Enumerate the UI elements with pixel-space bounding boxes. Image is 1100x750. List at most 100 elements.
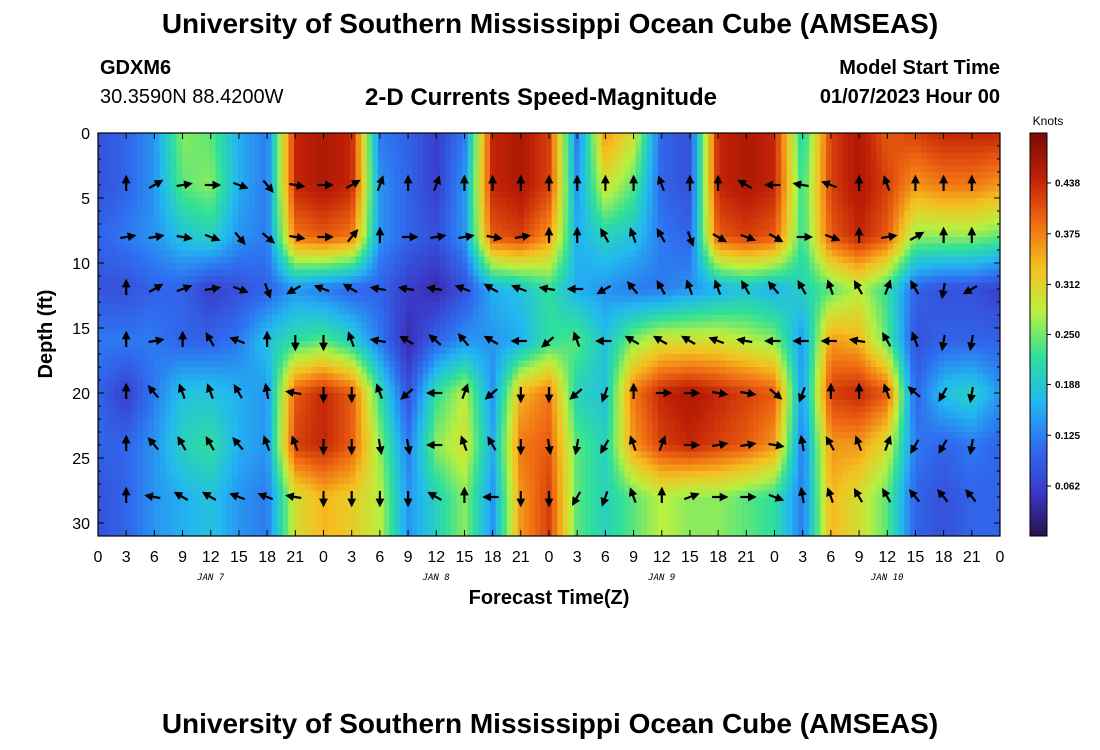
heatmap-cell — [103, 237, 110, 245]
heatmap-cell — [557, 308, 564, 316]
heatmap-cell — [971, 224, 978, 232]
heatmap-cell — [355, 328, 362, 336]
heatmap-cell — [938, 185, 945, 193]
heatmap-cell — [501, 185, 508, 193]
heatmap-cell — [400, 302, 407, 310]
heatmap-cell — [669, 224, 676, 232]
heatmap-cell — [215, 269, 222, 277]
heatmap-cell — [271, 159, 278, 167]
heatmap-cell — [506, 276, 513, 284]
heatmap-cell — [568, 269, 575, 277]
heatmap-cell — [658, 295, 665, 303]
heatmap-cell — [534, 243, 541, 251]
heatmap-cell — [523, 146, 530, 154]
heatmap-cell — [758, 269, 765, 277]
heatmap-cell — [120, 269, 127, 277]
heatmap-cell — [764, 269, 771, 277]
heatmap-cell — [501, 204, 508, 212]
heatmap-cell — [344, 289, 351, 297]
heatmap-cell — [596, 315, 603, 323]
heatmap-cell — [400, 308, 407, 316]
heatmap-cell — [137, 328, 144, 336]
heatmap-cell — [966, 217, 973, 225]
heatmap-cell — [501, 315, 508, 323]
heatmap-cell — [478, 289, 485, 297]
heatmap-cell — [926, 243, 933, 251]
heatmap-cell — [910, 302, 917, 310]
heatmap-cell — [523, 282, 530, 290]
heatmap-cell — [809, 269, 816, 277]
heatmap-cell — [506, 237, 513, 245]
heatmap-cell — [310, 133, 317, 141]
heatmap-cell — [714, 133, 721, 141]
heatmap-cell — [137, 237, 144, 245]
heatmap-cell — [870, 133, 877, 141]
heatmap-cell — [585, 146, 592, 154]
heatmap-cell — [725, 308, 732, 316]
heatmap-cell — [478, 237, 485, 245]
heatmap-cell — [551, 165, 558, 173]
heatmap-cell — [854, 146, 861, 154]
heatmap-cell — [120, 159, 127, 167]
heatmap-cell — [960, 159, 967, 167]
heatmap-cell — [383, 243, 390, 251]
heatmap-cell — [831, 172, 838, 180]
heatmap-cell — [904, 315, 911, 323]
heatmap-cell — [663, 198, 670, 206]
heatmap-cell — [898, 308, 905, 316]
heatmap-cell — [383, 256, 390, 264]
heatmap-cell — [243, 276, 250, 284]
heatmap-cell — [495, 224, 502, 232]
heatmap-cell — [753, 133, 760, 141]
heatmap-cell — [484, 139, 491, 147]
heatmap-cell — [484, 211, 491, 219]
heatmap-cell — [635, 178, 642, 186]
heatmap-cell — [652, 315, 659, 323]
heatmap-cell — [126, 263, 133, 271]
heatmap-cell — [148, 224, 155, 232]
heatmap-cell — [120, 328, 127, 336]
heatmap-cell — [803, 282, 810, 290]
heatmap-cell — [232, 250, 239, 258]
heatmap-cell — [417, 146, 424, 154]
heatmap-cell — [501, 308, 508, 316]
heatmap-cell — [288, 139, 295, 147]
heatmap-cell — [260, 159, 267, 167]
heatmap-cell — [210, 198, 217, 206]
heatmap-cell — [406, 263, 413, 271]
heatmap-cell — [490, 243, 497, 251]
heatmap-cell — [243, 178, 250, 186]
heatmap-cell — [602, 172, 609, 180]
heatmap-cell — [613, 321, 620, 329]
heatmap-cell — [691, 302, 698, 310]
heatmap-cell — [848, 152, 855, 160]
heatmap-cell — [210, 269, 217, 277]
heatmap-cell — [898, 315, 905, 323]
heatmap-cell — [445, 230, 452, 238]
heatmap-cell — [361, 263, 368, 271]
heatmap-cell — [736, 139, 743, 147]
heatmap-cell — [876, 315, 883, 323]
heatmap-cell — [652, 139, 659, 147]
heatmap-cell — [540, 289, 547, 297]
heatmap-cell — [669, 263, 676, 271]
heatmap-cell — [568, 172, 575, 180]
heatmap-cell — [557, 289, 564, 297]
heatmap-cell — [803, 165, 810, 173]
heatmap-cell — [114, 295, 121, 303]
heatmap-cell — [826, 315, 833, 323]
heatmap-cell — [277, 328, 284, 336]
heatmap-cell — [960, 152, 967, 160]
heatmap-cell — [434, 250, 441, 258]
heatmap-cell — [221, 217, 228, 225]
heatmap-cell — [697, 217, 704, 225]
heatmap-cell — [361, 152, 368, 160]
heatmap-cell — [422, 198, 429, 206]
heatmap-cell — [870, 282, 877, 290]
heatmap-cell — [786, 139, 793, 147]
heatmap-cell — [652, 211, 659, 219]
heatmap-cell — [590, 172, 597, 180]
heatmap-cell — [876, 256, 883, 264]
heatmap-cell — [882, 204, 889, 212]
heatmap-cell — [602, 263, 609, 271]
